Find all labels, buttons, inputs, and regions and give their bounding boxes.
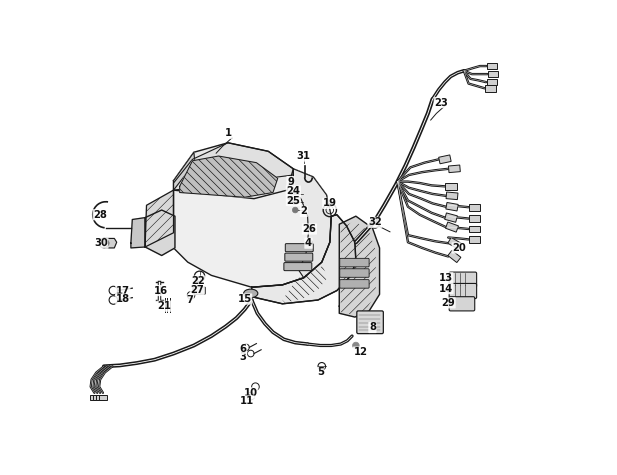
Text: 16: 16 (154, 285, 168, 295)
Text: 17: 17 (116, 285, 130, 295)
Text: 19: 19 (323, 199, 337, 209)
Polygon shape (145, 190, 173, 247)
FancyBboxPatch shape (449, 284, 476, 299)
Bar (439, 155, 451, 164)
Bar (445, 222, 458, 232)
Text: 3: 3 (239, 352, 247, 362)
Bar (445, 213, 457, 222)
Ellipse shape (244, 289, 258, 298)
Text: 15: 15 (238, 294, 252, 304)
Polygon shape (252, 215, 356, 304)
Bar (468, 236, 480, 243)
Circle shape (307, 239, 312, 245)
Bar (446, 202, 458, 211)
Bar (446, 192, 458, 200)
Text: 5: 5 (317, 368, 324, 378)
Polygon shape (173, 143, 293, 190)
FancyBboxPatch shape (357, 311, 383, 333)
Text: 29: 29 (441, 298, 455, 308)
Text: 31: 31 (297, 151, 311, 161)
Text: 30: 30 (94, 238, 108, 248)
Bar (449, 165, 460, 172)
Text: 23: 23 (434, 97, 448, 107)
Bar (468, 215, 480, 222)
FancyBboxPatch shape (340, 269, 369, 277)
Polygon shape (145, 210, 175, 256)
Circle shape (352, 342, 359, 349)
Text: 10: 10 (244, 388, 258, 398)
Bar (96, 395, 104, 400)
Text: 26: 26 (302, 224, 317, 234)
FancyBboxPatch shape (449, 272, 476, 287)
Text: 13: 13 (439, 273, 453, 283)
FancyBboxPatch shape (285, 253, 313, 261)
Polygon shape (173, 143, 293, 199)
Text: 21: 21 (157, 301, 171, 311)
Text: 24: 24 (286, 186, 300, 196)
Text: 7: 7 (187, 295, 194, 305)
Bar (468, 226, 480, 232)
Text: 22: 22 (192, 276, 205, 286)
Bar (99, 395, 107, 400)
Bar (468, 204, 480, 210)
Bar (487, 63, 497, 69)
Text: 32: 32 (368, 218, 382, 228)
Circle shape (292, 191, 298, 197)
Text: 4: 4 (305, 238, 312, 248)
Bar (448, 250, 461, 263)
Polygon shape (173, 169, 331, 287)
Text: 18: 18 (116, 294, 130, 304)
FancyBboxPatch shape (340, 280, 369, 288)
Bar (485, 85, 495, 92)
Bar (448, 238, 461, 249)
Polygon shape (293, 169, 331, 278)
Polygon shape (252, 215, 356, 304)
Text: 11: 11 (240, 396, 254, 406)
Text: 12: 12 (354, 347, 368, 357)
Text: 28: 28 (93, 210, 107, 220)
Text: 2: 2 (300, 207, 307, 217)
Bar (90, 395, 99, 400)
Text: 20: 20 (452, 243, 466, 253)
Text: 1: 1 (225, 128, 231, 138)
Text: 25: 25 (286, 196, 300, 206)
Polygon shape (131, 218, 145, 248)
Text: 27: 27 (190, 285, 204, 294)
Bar (93, 395, 102, 400)
Circle shape (292, 199, 298, 205)
Text: 8: 8 (369, 323, 376, 332)
FancyBboxPatch shape (285, 244, 313, 252)
Text: 9: 9 (287, 177, 294, 187)
Polygon shape (173, 152, 195, 190)
Text: 6: 6 (239, 344, 247, 354)
Bar (488, 71, 499, 77)
Text: 14: 14 (439, 284, 453, 294)
Circle shape (288, 194, 293, 200)
Bar (487, 79, 497, 86)
FancyBboxPatch shape (449, 297, 474, 311)
FancyBboxPatch shape (340, 258, 369, 267)
Circle shape (292, 207, 298, 213)
FancyBboxPatch shape (193, 287, 205, 294)
FancyBboxPatch shape (284, 263, 312, 271)
Bar (445, 183, 457, 190)
Polygon shape (104, 238, 117, 248)
Polygon shape (339, 216, 379, 317)
Polygon shape (180, 156, 278, 197)
